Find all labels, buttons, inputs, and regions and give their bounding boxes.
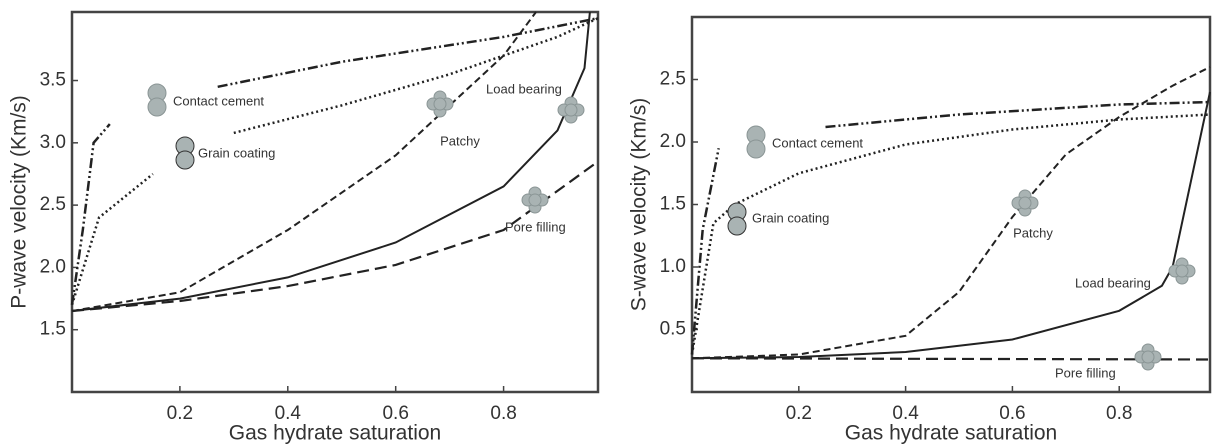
x-axis-label: Gas hydrate saturation (229, 422, 441, 445)
curve-label: Contact cement (772, 135, 863, 150)
x-tick-label: 0.8 (490, 403, 516, 424)
grain (175, 150, 195, 170)
curve-label: Patchy (440, 133, 480, 148)
series-line (71, 11, 537, 312)
grain-icon (147, 83, 167, 117)
grain-icon (521, 186, 549, 214)
grain-icon (727, 202, 747, 236)
curve-label: Grain coating (752, 210, 829, 225)
grain (1018, 196, 1032, 210)
grain-icon (175, 136, 195, 170)
y-axis-label: S-wave velocity (Km/s) (628, 98, 651, 312)
y-tick-label: 3.0 (40, 132, 66, 153)
curve-label: Contact cement (173, 93, 264, 108)
curve-label: Grain coating (198, 145, 275, 160)
plot-frame (690, 15, 1212, 394)
series-line (70, 17, 599, 306)
series-line (71, 160, 599, 313)
grain (528, 193, 542, 207)
grain-icon (1168, 257, 1196, 285)
series-line (691, 66, 1211, 360)
y-tick-label: 1.0 (660, 256, 686, 277)
y-tick-label: 1.5 (660, 194, 686, 215)
grain (564, 103, 578, 117)
y-tick-label: 1.5 (40, 319, 66, 340)
curve-label: Pore filling (1055, 365, 1116, 380)
y-tick-label: 2.0 (40, 256, 66, 277)
grain-icon (557, 96, 585, 124)
grain (1141, 350, 1155, 364)
grain-icon (1011, 189, 1039, 217)
y-tick-label: 2.5 (40, 194, 66, 215)
grain (727, 216, 747, 236)
y-tick-label: 3.5 (40, 70, 66, 91)
series-line (71, 11, 591, 312)
grain-icon (1134, 343, 1162, 371)
y-tick-label: 2.5 (660, 69, 686, 90)
x-tick-label: 0.2 (167, 403, 193, 424)
curve-label: Load bearing (486, 81, 562, 96)
series-line (690, 100, 1211, 355)
curve-label: Pore filling (505, 219, 566, 234)
x-tick-label: 0.8 (1106, 403, 1132, 424)
series-line (70, 16, 599, 305)
x-tick-label: 0.6 (382, 403, 408, 424)
y-tick-label: 2.0 (660, 131, 686, 152)
grain (746, 139, 766, 159)
x-tick-label: 0.4 (275, 403, 302, 424)
series-line (691, 357, 1211, 361)
x-tick-label: 0.6 (999, 403, 1025, 424)
grain (1175, 264, 1189, 278)
plot-frame (70, 10, 600, 394)
grain-icon (426, 90, 454, 118)
x-axis-label: Gas hydrate saturation (845, 422, 1057, 445)
y-axis-label: P-wave velocity (Km/s) (8, 95, 31, 309)
grain (433, 97, 447, 111)
grain (147, 97, 167, 117)
curve-label: Load bearing (1075, 275, 1151, 290)
curve-label: Patchy (1013, 225, 1053, 240)
y-tick-label: 0.5 (660, 319, 686, 340)
series-line (690, 113, 1211, 355)
grain-icon (746, 125, 766, 159)
x-tick-label: 0.4 (892, 403, 919, 424)
x-tick-label: 0.2 (786, 403, 812, 424)
